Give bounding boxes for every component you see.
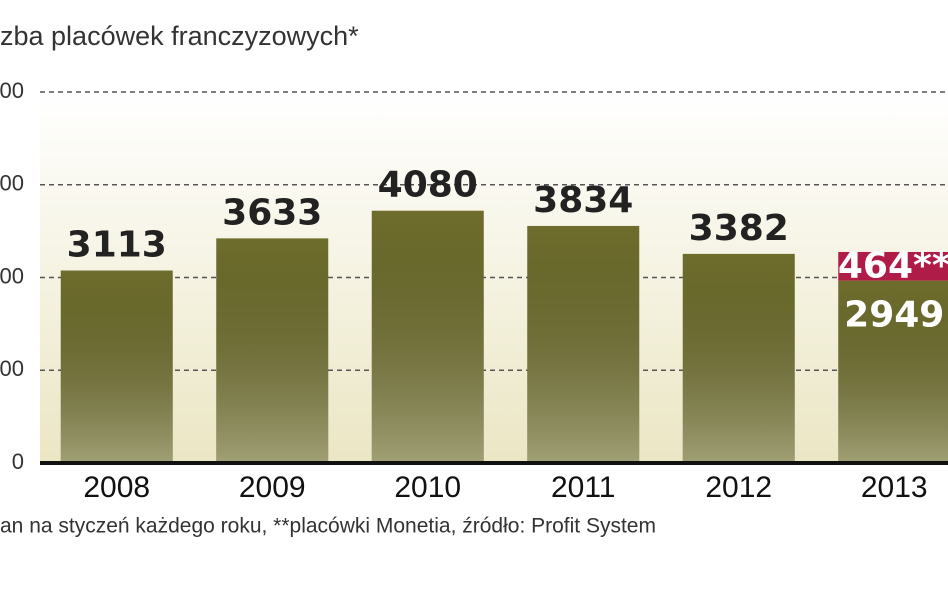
footnote: an na styczeń każdego roku, **placówki M… [0, 515, 656, 538]
bar-shade [838, 280, 948, 463]
x-tick-label: 2010 [394, 471, 461, 504]
bar-shade [682, 253, 795, 463]
value-label: 4080 [378, 165, 478, 206]
y-tick-label: 00 [0, 78, 24, 103]
value-label: 3382 [689, 208, 789, 249]
chart-title: zba placówek franczyzowych* [0, 21, 359, 51]
bar-shade [60, 270, 173, 463]
bar-shade [527, 225, 640, 463]
value-label: 3633 [222, 192, 322, 233]
y-tick-label: 00 [0, 356, 24, 381]
value-label: 2949 [844, 295, 944, 336]
bar-shade [371, 210, 484, 463]
value-label: 3113 [67, 225, 167, 266]
x-tick-label: 2008 [83, 471, 150, 504]
value-label: 464** [838, 245, 948, 286]
x-tick-label: 2012 [705, 471, 772, 504]
bar-shade [216, 238, 329, 463]
bar [838, 251, 948, 281]
y-tick-label: 0 [12, 449, 24, 474]
y-tick-label: 00 [0, 171, 24, 196]
x-tick-label: 2013 [861, 471, 928, 504]
y-tick-label: 00 [0, 263, 24, 288]
x-tick-label: 2009 [239, 471, 306, 504]
x-tick-label: 2011 [551, 471, 616, 504]
value-label: 3834 [533, 180, 633, 221]
